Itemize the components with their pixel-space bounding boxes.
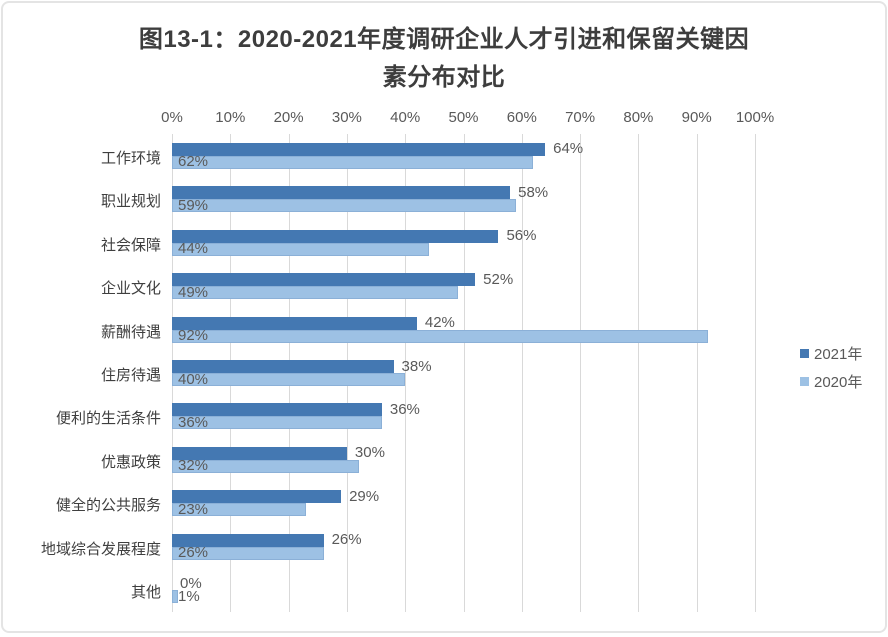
bar-2021-社会保障 (172, 229, 499, 243)
bar-2021-薪酬待遇 (172, 316, 417, 330)
x-axis-tick-40%: 40% (390, 109, 421, 126)
value-label-2020: 32% (178, 457, 209, 475)
value-label-2020: 40% (178, 370, 209, 388)
bar-2020-社会保障 (172, 242, 429, 256)
legend-swatch-2020-icon (800, 377, 809, 386)
bar-2021-工作环境 (172, 142, 546, 156)
x-axis-tick-30%: 30% (331, 109, 362, 126)
x-axis-tick-20%: 20% (273, 109, 304, 126)
category-label: 职业规划 (100, 193, 161, 211)
bar-2021-职业规划 (172, 186, 511, 200)
gridline-60% (521, 134, 523, 612)
legend-label-2020: 2020年 (814, 374, 863, 391)
x-axis-tick-90%: 90% (681, 109, 712, 126)
value-label-2020: 36% (178, 413, 209, 431)
gridline-40% (405, 134, 407, 612)
bar-2020-健全的公共服务 (172, 503, 307, 517)
value-label-2020: 59% (178, 196, 209, 214)
bar-2021-便利的生活条件 (172, 403, 382, 417)
x-axis-tick-0%: 0% (161, 109, 183, 126)
value-label-2020: 49% (178, 283, 209, 301)
category-label: 其他 (130, 584, 161, 602)
category-label: 工作环境 (100, 149, 161, 167)
bar-2020-职业规划 (172, 199, 516, 213)
category-label: 社会保障 (100, 236, 161, 254)
bar-2020-工作环境 (172, 155, 534, 169)
value-label-2020: 26% (178, 544, 209, 562)
x-axis-tick-70%: 70% (565, 109, 596, 126)
bar-2020-便利的生活条件 (172, 416, 382, 430)
chart-title-line-1: 图13-1：2020-2021年度调研企业人才引进和保留关键因 (138, 26, 750, 53)
x-axis-tick-80%: 80% (623, 109, 654, 126)
legend-item-2021: 2021年 (800, 343, 862, 364)
bar-2020-其他 (172, 590, 178, 604)
bar-2020-企业文化 (172, 286, 458, 300)
bar-2020-住房待遇 (172, 373, 406, 386)
legend: 2021年 2020年 (800, 343, 862, 392)
legend-swatch-2021-icon (800, 349, 809, 358)
gridline-50% (463, 134, 465, 612)
chart-title-line-2: 素分布对比 (382, 64, 506, 91)
value-label-2021: 30% (354, 444, 385, 462)
value-label-2021: 58% (518, 183, 549, 201)
value-label-2021: 64% (553, 140, 584, 158)
category-label: 住房待遇 (100, 367, 161, 384)
category-label: 企业文化 (100, 280, 161, 298)
bar-2020-优惠政策 (172, 459, 359, 473)
value-label-2021: 42% (424, 314, 455, 332)
bar-2020-薪酬待遇 (172, 329, 709, 343)
gridline-100% (755, 134, 756, 612)
value-label-2021: 26% (331, 531, 362, 549)
legend-item-2020: 2020年 (800, 371, 862, 392)
category-label: 地域综合发展程度 (40, 540, 161, 558)
bar-2021-地域综合发展程度 (172, 533, 324, 547)
value-label-2020: 92% (178, 327, 209, 345)
value-label-2021: 0% (180, 574, 202, 592)
chart-title: 图13-1：2020-2021年度调研企业人才引进和保留关键因 素分布对比 (3, 21, 885, 97)
bar-2021-健全的公共服务 (172, 490, 342, 504)
plot-area: 0% 10% 20% 30% 40% 50% 60% 70% 80% 90% 100% 工作环境 64%… (3, 3, 888, 637)
category-label: 薪酬待遇 (100, 323, 161, 341)
category-label: 健全的公共服务 (55, 497, 161, 515)
legend-label-2021: 2021年 (814, 346, 863, 363)
category-label: 优惠政策 (100, 453, 161, 471)
bar-2021-企业文化 (172, 273, 476, 287)
gridline-80% (638, 134, 640, 612)
gridline-70% (580, 134, 582, 612)
bar-2021-优惠政策 (172, 446, 347, 460)
bar-2021-住房待遇 (172, 360, 394, 373)
gridline-90% (696, 134, 698, 612)
value-label-2021: 56% (506, 227, 537, 245)
value-label-2021: 29% (349, 487, 380, 505)
value-label-2020: 44% (178, 240, 209, 258)
value-label-2021: 36% (389, 400, 420, 418)
category-label: 便利的生活条件 (55, 410, 161, 428)
value-label-2020: 23% (178, 500, 209, 518)
x-axis-tick-60%: 60% (506, 109, 537, 126)
x-axis-tick-50%: 50% (448, 109, 479, 126)
value-label-2020: 1% (178, 587, 200, 605)
x-axis-tick-10%: 10% (215, 109, 246, 126)
value-label-2021: 38% (401, 357, 432, 375)
value-label-2021: 52% (483, 270, 514, 288)
x-axis-tick-100%: 100% (735, 109, 775, 126)
bar-2020-地域综合发展程度 (172, 546, 324, 560)
value-label-2020: 62% (178, 153, 209, 171)
